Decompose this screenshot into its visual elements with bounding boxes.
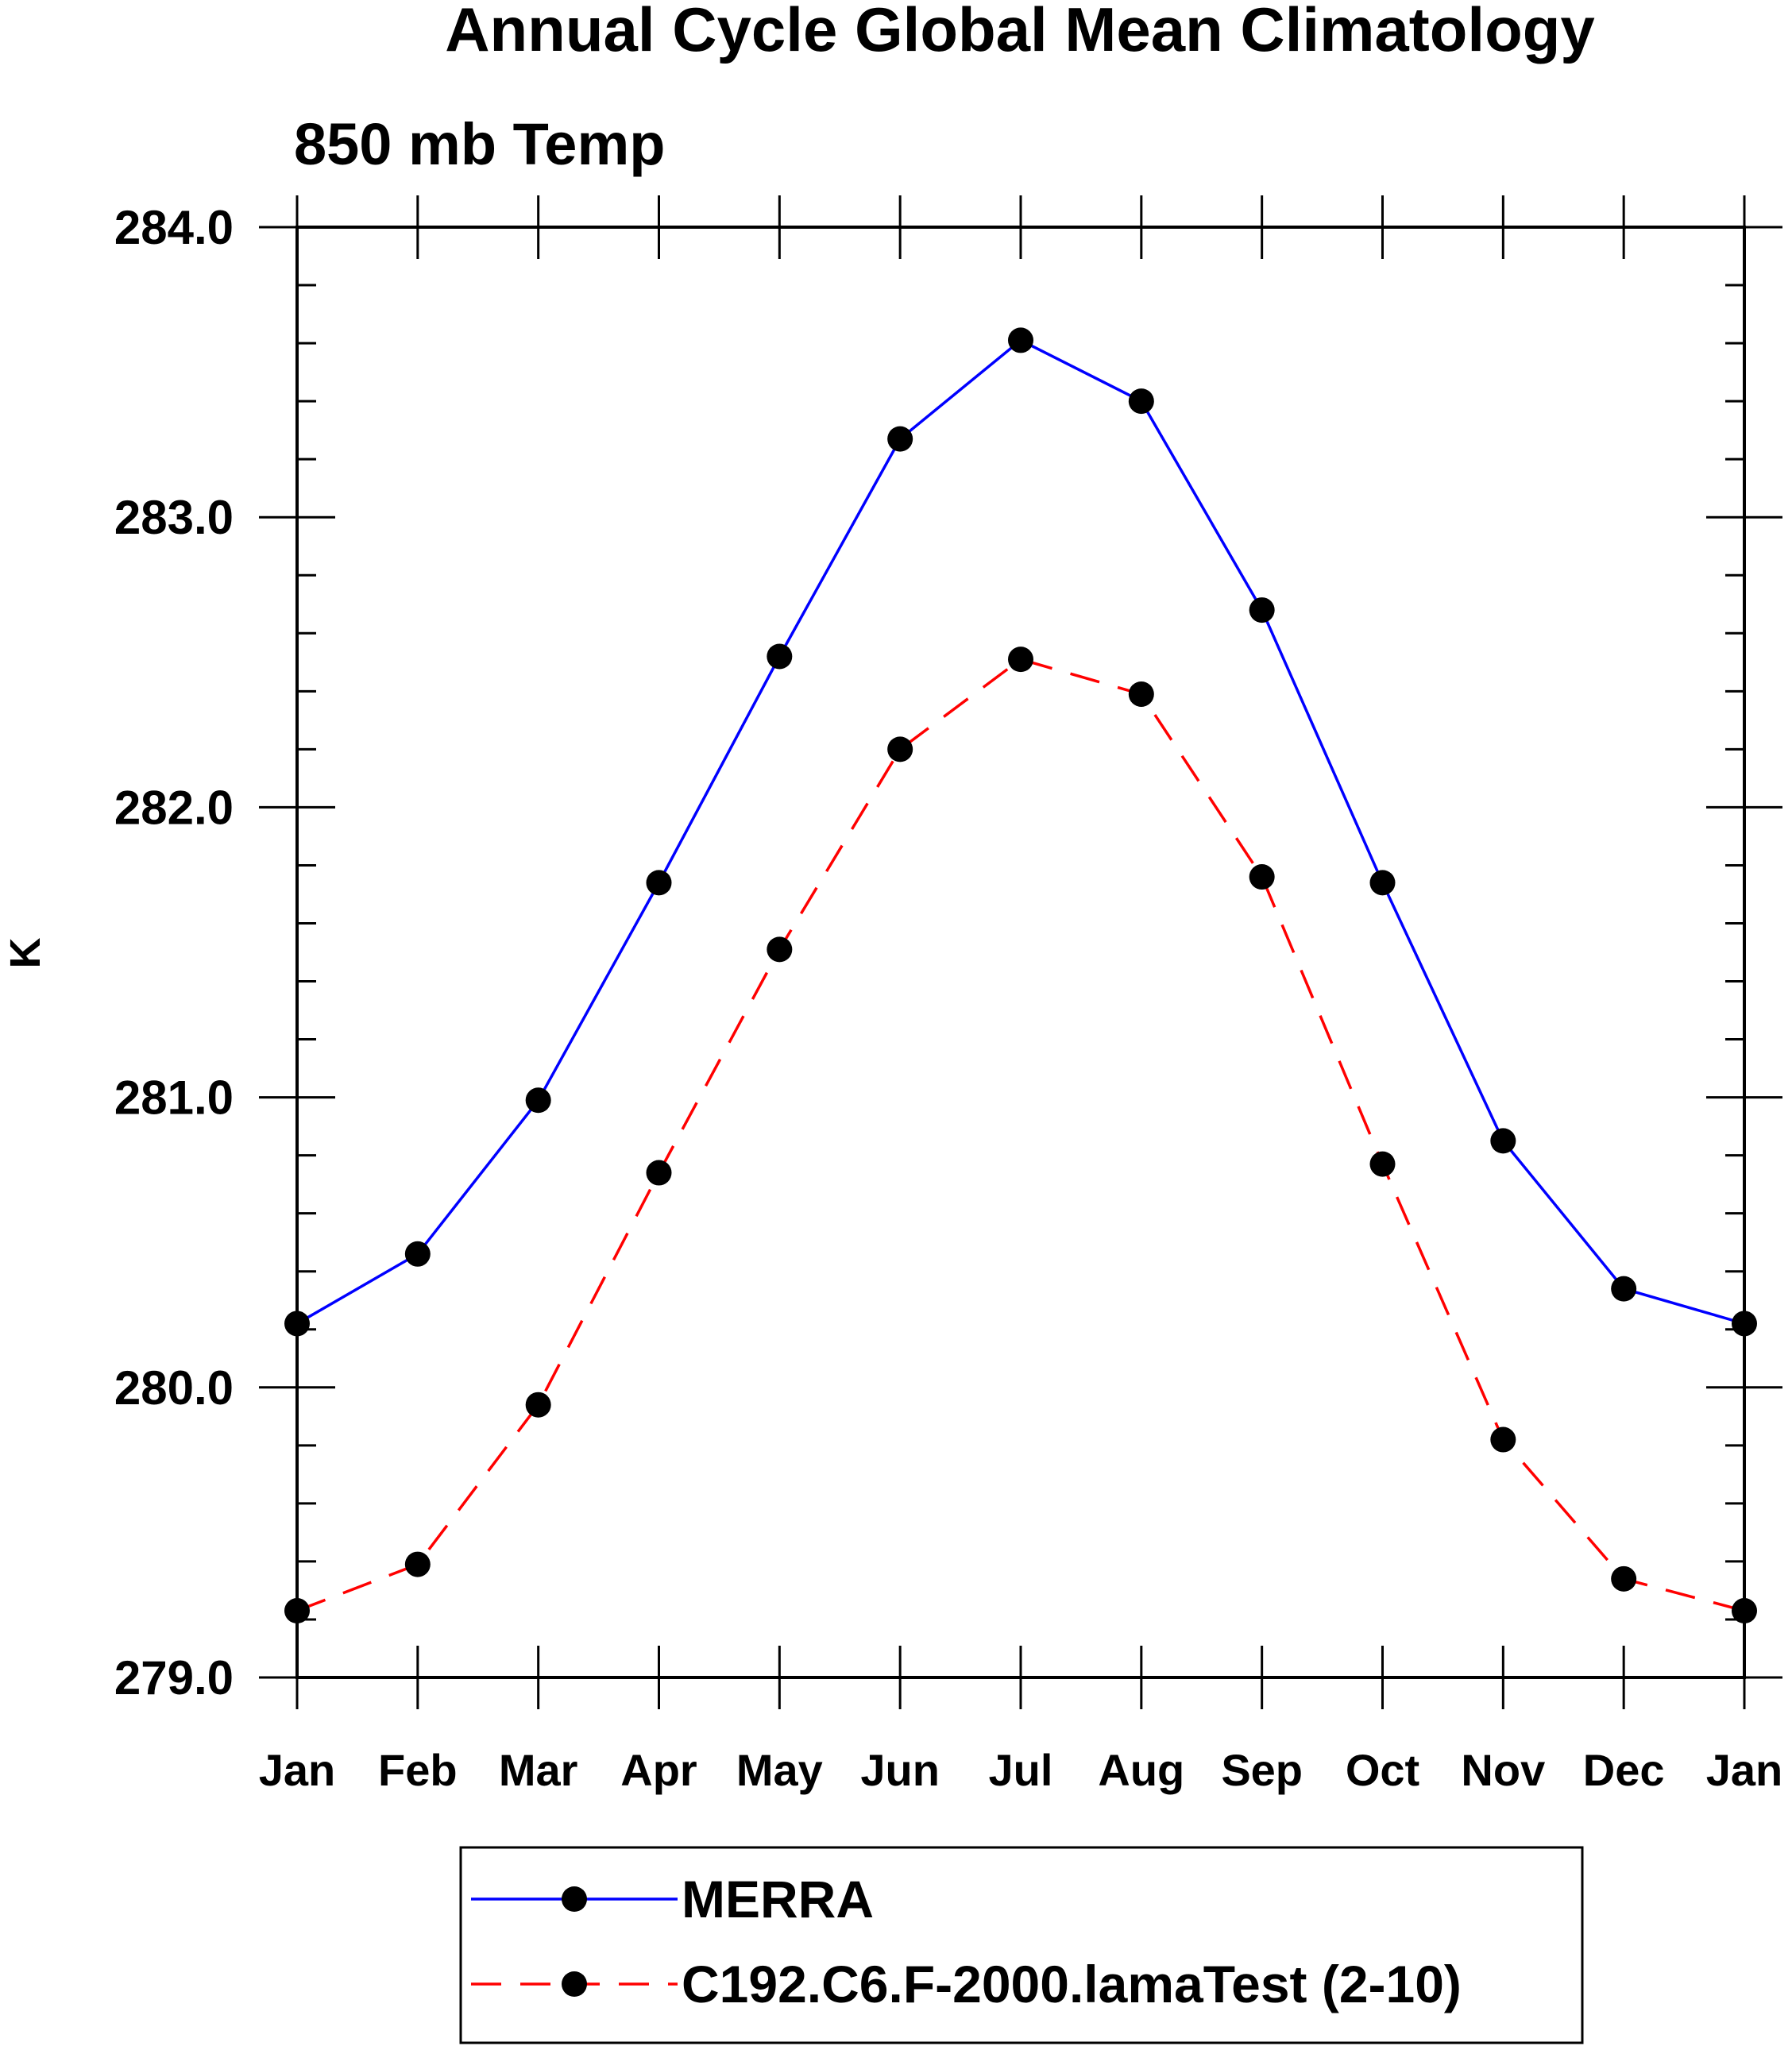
series-lines [296, 338, 1745, 1612]
data-point-0 [767, 643, 793, 670]
y-tick-label: 281.0 [114, 1071, 234, 1125]
x-tick-label: Oct [1346, 1745, 1419, 1795]
data-point-1 [404, 1551, 431, 1577]
y-tick-label: 282.0 [114, 781, 234, 834]
tick-labels: Jan Feb Mar Apr May Jun Jul Aug Sep Oct Nov Dec Jan 2… [114, 201, 1782, 1795]
y-tick-label: 280.0 [114, 1361, 234, 1415]
x-tick-label: Feb [378, 1745, 458, 1795]
x-tick-label: Aug [1098, 1745, 1184, 1795]
legend-box [459, 1846, 1584, 2044]
y-tick-label: 284.0 [114, 201, 234, 254]
x-tick-label: Mar [499, 1745, 578, 1795]
plot-frame [295, 226, 1746, 1679]
chart-title: Annual Cycle Global Mean Climatology [445, 0, 1595, 64]
y-tick-label: 283.0 [114, 491, 234, 544]
data-point-1 [1128, 681, 1154, 707]
data-point-1 [525, 1392, 551, 1418]
data-point-0 [404, 1241, 431, 1267]
legend: MERRA C192.C6.F-2000.lamaTest (2-10) [459, 1846, 1584, 2044]
series-line-0 [296, 338, 1745, 1326]
data-point-1 [1490, 1426, 1516, 1453]
series-markers [284, 327, 1757, 1624]
data-point-0 [887, 426, 913, 452]
x-tick-label: Dec [1583, 1745, 1665, 1795]
data-point-1 [887, 736, 913, 762]
data-point-0 [1490, 1128, 1516, 1154]
data-point-0 [1008, 327, 1033, 353]
chart-subtitle: 850 mb Temp [294, 111, 665, 177]
x-tick-label: Apr [620, 1745, 697, 1795]
data-point-0 [1611, 1276, 1637, 1302]
x-tick-label: Jan [1706, 1745, 1783, 1795]
axis-ticks [259, 195, 1782, 1709]
data-point-1 [1611, 1565, 1637, 1592]
legend-marker-merra [562, 1886, 587, 1912]
legend-marker-model [562, 1971, 587, 1997]
series-line-1 [296, 658, 1745, 1612]
data-point-0 [1128, 388, 1154, 415]
data-point-1 [646, 1160, 672, 1186]
legend-label-model: C192.C6.F-2000.lamaTest (2-10) [682, 1955, 1462, 2013]
y-tick-label: 279.0 [114, 1651, 234, 1704]
data-point-0 [1249, 597, 1275, 623]
data-point-1 [1369, 1151, 1396, 1177]
data-point-1 [1249, 864, 1275, 890]
data-point-1 [767, 936, 793, 963]
x-tick-label: May [736, 1745, 823, 1795]
data-point-1 [1008, 647, 1033, 673]
data-point-0 [525, 1087, 551, 1114]
data-point-0 [646, 870, 672, 896]
x-tick-label: Jun [860, 1745, 940, 1795]
x-tick-label: Jan [259, 1745, 336, 1795]
x-tick-label: Jul [989, 1745, 1053, 1795]
data-point-0 [1369, 870, 1396, 896]
x-tick-label: Nov [1461, 1745, 1545, 1795]
legend-label-merra: MERRA [682, 1870, 874, 1928]
x-tick-label: Sep [1221, 1745, 1303, 1795]
y-axis-label: K [2, 938, 49, 969]
